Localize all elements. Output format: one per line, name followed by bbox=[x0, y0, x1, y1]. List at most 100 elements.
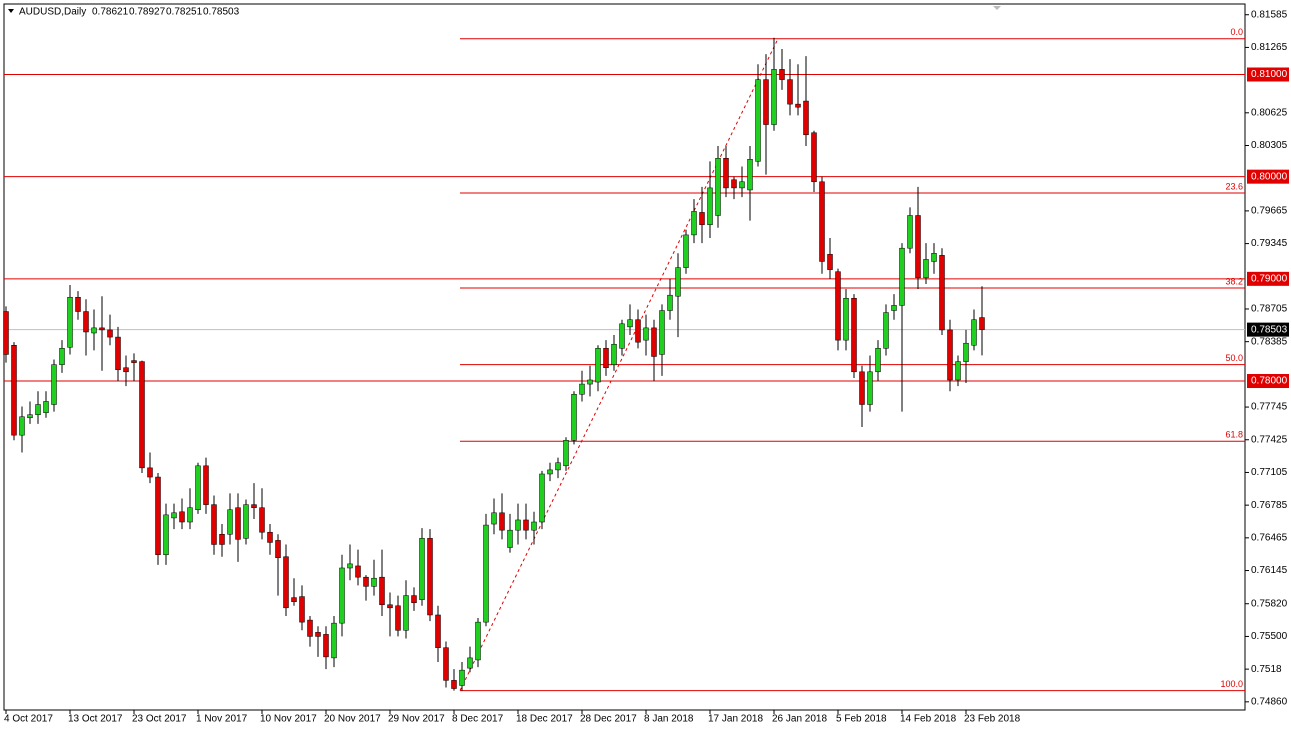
candle-body bbox=[627, 319, 633, 328]
candle-body bbox=[795, 103, 801, 108]
candle-body bbox=[483, 524, 489, 623]
candle-body bbox=[739, 181, 745, 189]
y-tick-label: 0.75500 bbox=[1251, 631, 1288, 642]
y-tick-label: 0.79345 bbox=[1251, 238, 1288, 249]
fib-label: 50.0 bbox=[1225, 353, 1243, 363]
x-tick-label: 23 Oct 2017 bbox=[132, 714, 187, 725]
candle-body bbox=[451, 680, 457, 689]
candle-body bbox=[635, 319, 641, 343]
candle-body bbox=[339, 567, 345, 624]
candle-body bbox=[611, 343, 617, 365]
header-close: 0.78503 bbox=[203, 7, 240, 18]
candle-body bbox=[771, 69, 777, 125]
y-tick-label: 0.81265 bbox=[1251, 42, 1288, 53]
x-tick-label: 29 Nov 2017 bbox=[388, 714, 445, 725]
candle-body bbox=[699, 212, 705, 225]
y-tick-label: 0.80305 bbox=[1251, 140, 1288, 151]
candle-body bbox=[563, 440, 569, 467]
candle-body bbox=[155, 476, 161, 555]
candle-body bbox=[35, 404, 41, 415]
candle-body bbox=[187, 507, 193, 523]
candle-body bbox=[851, 298, 857, 373]
y-tick-label: 0.77425 bbox=[1251, 434, 1288, 445]
level-label: 0.79000 bbox=[1251, 273, 1288, 284]
candle-body bbox=[435, 614, 441, 648]
candle-body bbox=[555, 462, 561, 471]
x-tick-label: 14 Feb 2018 bbox=[900, 714, 957, 725]
header-low: 0.78251 bbox=[166, 7, 203, 18]
candle-body bbox=[579, 383, 585, 395]
plot-frame bbox=[3, 3, 1246, 711]
candle-body bbox=[475, 621, 481, 661]
candle-body bbox=[675, 267, 681, 297]
candle-body bbox=[203, 465, 209, 505]
candle-body bbox=[123, 367, 129, 373]
candle-body bbox=[131, 360, 137, 363]
candle-body bbox=[323, 634, 329, 658]
x-tick-label: 18 Dec 2017 bbox=[516, 714, 573, 725]
candle-body bbox=[667, 294, 673, 311]
x-tick-label: 5 Feb 2018 bbox=[836, 714, 887, 725]
candle-body bbox=[283, 556, 289, 609]
candle-body bbox=[251, 504, 257, 508]
current-price-label: 0.78503 bbox=[1251, 324, 1288, 335]
level-label-box bbox=[1247, 67, 1289, 82]
candle-body bbox=[235, 507, 241, 540]
candle-body bbox=[275, 540, 281, 559]
y-tick-label: 0.76785 bbox=[1251, 500, 1288, 511]
candle-body bbox=[659, 310, 665, 355]
candle-body bbox=[99, 327, 105, 331]
candle-body bbox=[707, 187, 713, 225]
candle-body bbox=[11, 345, 17, 436]
header-open: 0.78621 bbox=[92, 7, 129, 18]
level-label-box bbox=[1247, 374, 1289, 389]
header: AUDUSD,Daily 0.78621 0.78927 0.78251 0.7… bbox=[19, 7, 240, 18]
candle-body bbox=[859, 371, 865, 405]
candle-body bbox=[355, 565, 361, 578]
y-tick-label: 0.76465 bbox=[1251, 532, 1288, 543]
fib-trendline bbox=[459, 38, 779, 691]
candle-body bbox=[619, 323, 625, 349]
candle-body bbox=[331, 622, 337, 659]
candle-body bbox=[683, 234, 689, 268]
level-label: 0.81000 bbox=[1251, 69, 1288, 80]
y-tick-label: 0.80625 bbox=[1251, 107, 1288, 118]
candle-body bbox=[387, 604, 393, 609]
candle-body bbox=[467, 657, 473, 669]
candle-body bbox=[299, 596, 305, 623]
candle-body bbox=[171, 512, 177, 519]
candle-body bbox=[403, 595, 409, 631]
x-tick-label: 26 Jan 2018 bbox=[772, 714, 827, 725]
candle-body bbox=[539, 473, 545, 523]
candle-body bbox=[867, 371, 873, 405]
candle-body bbox=[507, 529, 513, 548]
candle-body bbox=[931, 253, 937, 262]
header-high: 0.78927 bbox=[129, 7, 166, 18]
candle-body bbox=[267, 531, 273, 543]
y-tick-label: 0.78385 bbox=[1251, 336, 1288, 347]
x-tick-label: 1 Nov 2017 bbox=[196, 714, 248, 725]
x-tick-label: 17 Jan 2018 bbox=[708, 714, 763, 725]
candle-body bbox=[947, 329, 953, 381]
candle-body bbox=[307, 619, 313, 637]
y-tick-label: 0.77745 bbox=[1251, 402, 1288, 413]
x-tick-label: 20 Nov 2017 bbox=[324, 714, 381, 725]
y-tick-label: 0.75820 bbox=[1251, 598, 1288, 609]
candle-body bbox=[499, 512, 505, 531]
candle-body bbox=[531, 521, 537, 531]
candle-body bbox=[67, 296, 73, 348]
candle-body bbox=[811, 132, 817, 183]
candle-body bbox=[83, 311, 89, 333]
candle-body bbox=[587, 379, 593, 385]
y-tick-label: 0.7518 bbox=[1251, 664, 1282, 675]
candle-body bbox=[939, 255, 945, 331]
candle-body bbox=[163, 514, 169, 555]
candle-body bbox=[43, 401, 49, 413]
candle-body bbox=[923, 259, 929, 279]
fib-label: 100.0 bbox=[1220, 679, 1243, 689]
candle-body bbox=[971, 319, 977, 346]
shift-marker bbox=[993, 6, 1001, 10]
candle-body bbox=[243, 504, 249, 539]
y-tick-label: 0.79665 bbox=[1251, 206, 1288, 217]
candle-body bbox=[139, 361, 145, 469]
